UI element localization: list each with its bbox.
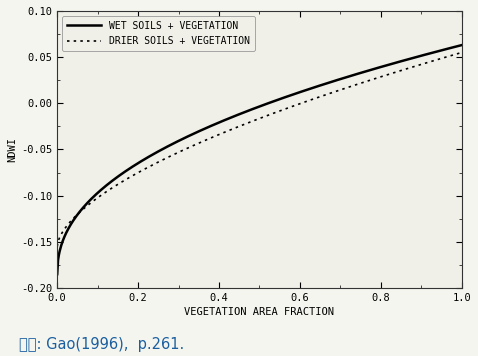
- Y-axis label: NDWI: NDWI: [7, 137, 17, 162]
- Legend: WET SOILS + VEGETATION, DRIER SOILS + VEGETATION: WET SOILS + VEGETATION, DRIER SOILS + VE…: [62, 16, 255, 51]
- DRIER SOILS + VEGETATION: [295, 102, 301, 106]
- DRIER SOILS + VEGETATION: [249, 119, 255, 124]
- DRIER SOILS + VEGETATION: [386, 72, 391, 77]
- X-axis label: VEGETATION AREA FRACTION: VEGETATION AREA FRACTION: [185, 307, 335, 317]
- WET SOILS + VEGETATION: [449, 46, 455, 50]
- WET SOILS + VEGETATION: [54, 272, 60, 276]
- Line: WET SOILS + VEGETATION: WET SOILS + VEGETATION: [57, 45, 462, 274]
- WET SOILS + VEGETATION: [249, 107, 255, 111]
- DRIER SOILS + VEGETATION: [273, 110, 279, 114]
- WET SOILS + VEGETATION: [459, 43, 465, 47]
- DRIER SOILS + VEGETATION: [459, 50, 465, 54]
- DRIER SOILS + VEGETATION: [54, 244, 60, 248]
- WET SOILS + VEGETATION: [273, 98, 279, 103]
- Line: DRIER SOILS + VEGETATION: DRIER SOILS + VEGETATION: [57, 52, 462, 246]
- Text: 자료: Gao(1996),  p.261.: 자료: Gao(1996), p.261.: [19, 337, 185, 352]
- DRIER SOILS + VEGETATION: [247, 120, 252, 125]
- DRIER SOILS + VEGETATION: [449, 53, 455, 57]
- WET SOILS + VEGETATION: [386, 63, 391, 67]
- WET SOILS + VEGETATION: [247, 108, 252, 112]
- WET SOILS + VEGETATION: [295, 91, 301, 95]
